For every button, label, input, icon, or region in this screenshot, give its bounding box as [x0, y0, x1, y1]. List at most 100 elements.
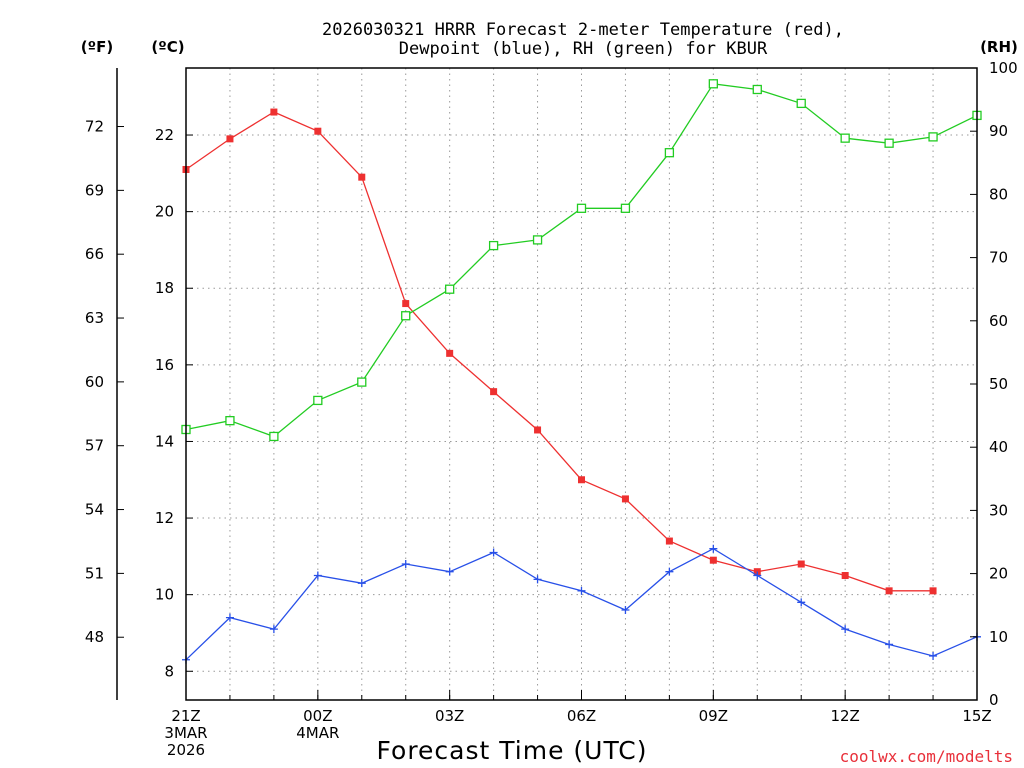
rh-tick-label: 90	[989, 122, 1008, 140]
rh-tick-label: 30	[989, 501, 1008, 519]
data-point	[929, 651, 938, 660]
fahrenheit-tick-label: 63	[85, 309, 104, 327]
celsius-tick-label: 8	[164, 662, 174, 680]
rh-tick-label: 70	[989, 249, 1008, 267]
series-line	[185, 547, 978, 661]
data-point	[357, 579, 366, 588]
rh-tick-label: 50	[989, 375, 1008, 393]
data-point	[578, 476, 585, 484]
celsius-tick-label: 10	[155, 586, 174, 604]
data-point	[753, 571, 762, 580]
data-point	[489, 548, 498, 557]
data-point	[402, 300, 410, 308]
data-point	[401, 560, 410, 569]
fahrenheit-tick-label: 57	[85, 437, 104, 455]
data-point	[885, 640, 894, 649]
series-line	[185, 83, 978, 438]
celsius-tick-label: 18	[155, 279, 174, 297]
chart-title-line-2: Dewpoint (blue), RH (green) for KBUR	[399, 39, 768, 59]
celsius-tick-label: 16	[155, 356, 174, 374]
data-point	[885, 587, 893, 595]
data-point	[752, 84, 762, 95]
data-point	[445, 567, 454, 576]
rh-tick-label: 60	[989, 312, 1008, 330]
data-point	[534, 426, 542, 434]
data-point	[445, 284, 455, 294]
chart-title-line-1: 2026030321 HRRR Forecast 2-meter Tempera…	[322, 20, 844, 40]
series-rh	[181, 79, 982, 442]
x-tick-label: 06Z	[567, 707, 596, 725]
rh-tick-label: 0	[989, 691, 999, 709]
data-point	[269, 625, 278, 634]
x-tick-label: 2026	[167, 741, 205, 759]
data-point	[269, 431, 279, 442]
x-tick-label: 09Z	[699, 707, 728, 725]
data-point	[270, 108, 278, 116]
rh-tick-label: 80	[989, 185, 1008, 203]
data-point	[621, 495, 629, 503]
data-point	[225, 613, 234, 622]
data-point	[226, 135, 234, 143]
rh-tick-label: 100	[989, 59, 1018, 77]
data-point	[665, 537, 673, 545]
data-point	[577, 586, 586, 595]
data-point	[840, 133, 850, 143]
data-point	[225, 416, 235, 426]
x-tick-label: 12Z	[830, 707, 859, 725]
series-line	[185, 111, 934, 592]
rh-tick-label: 10	[989, 628, 1008, 646]
celsius-tick-label: 22	[155, 126, 174, 144]
data-point	[928, 132, 938, 142]
x-tick-label: 03Z	[435, 707, 464, 725]
data-point	[576, 203, 587, 213]
data-point	[620, 203, 631, 213]
fahrenheit-tick-label: 48	[85, 628, 104, 646]
data-point	[358, 173, 366, 181]
fahrenheit-tick-label: 60	[85, 373, 104, 391]
credit-text: coolwx.com/modelts	[840, 747, 1013, 766]
series-2-meter-temperature	[182, 108, 937, 595]
fahrenheit-unit-label: (ºF)	[81, 38, 113, 56]
data-point	[357, 377, 367, 387]
rh-unit-label: (RH)	[980, 38, 1018, 56]
fahrenheit-tick-label: 72	[85, 118, 104, 136]
celsius-tick-label: 20	[155, 203, 174, 221]
x-tick-label: 00Z	[303, 707, 332, 725]
celsius-tick-label: 12	[155, 509, 174, 527]
fahrenheit-tick-label: 54	[85, 501, 104, 519]
data-point	[796, 98, 806, 109]
x-tick-label: 4MAR	[296, 724, 339, 742]
data-point	[884, 138, 894, 148]
fahrenheit-tick-label: 69	[85, 181, 104, 199]
data-point	[709, 556, 717, 564]
data-point	[490, 388, 498, 396]
fahrenheit-tick-label: 51	[85, 564, 104, 582]
data-point	[665, 567, 674, 576]
data-point	[797, 560, 805, 568]
data-point	[533, 575, 542, 584]
gridlines	[186, 68, 977, 700]
data-point	[841, 572, 849, 580]
celsius-tick-label: 14	[155, 432, 174, 450]
x-tick-label: 21Z	[171, 707, 200, 725]
rh-tick-label: 40	[989, 438, 1008, 456]
data-point	[797, 598, 806, 607]
data-point	[709, 544, 718, 553]
data-point	[664, 148, 675, 158]
celsius-unit-label: (ºC)	[151, 38, 184, 56]
series-layer	[181, 79, 982, 664]
x-axis-title: Forecast Time (UTC)	[377, 736, 648, 765]
series-dewpoint	[182, 544, 981, 664]
x-tick-label: 15Z	[962, 707, 991, 725]
x-tick-label: 3MAR	[164, 724, 207, 742]
data-point	[532, 235, 543, 245]
data-point	[313, 571, 322, 580]
data-point	[841, 625, 850, 634]
fahrenheit-tick-label: 66	[85, 245, 104, 263]
rh-tick-label: 20	[989, 565, 1008, 583]
data-point	[708, 79, 718, 89]
axes: 8 10 12 14 16 18 20 22 48 51 54 57 60 63 66 69 72 0 10 20 30…	[85, 59, 1018, 759]
data-point	[314, 127, 322, 135]
data-point	[488, 240, 499, 251]
